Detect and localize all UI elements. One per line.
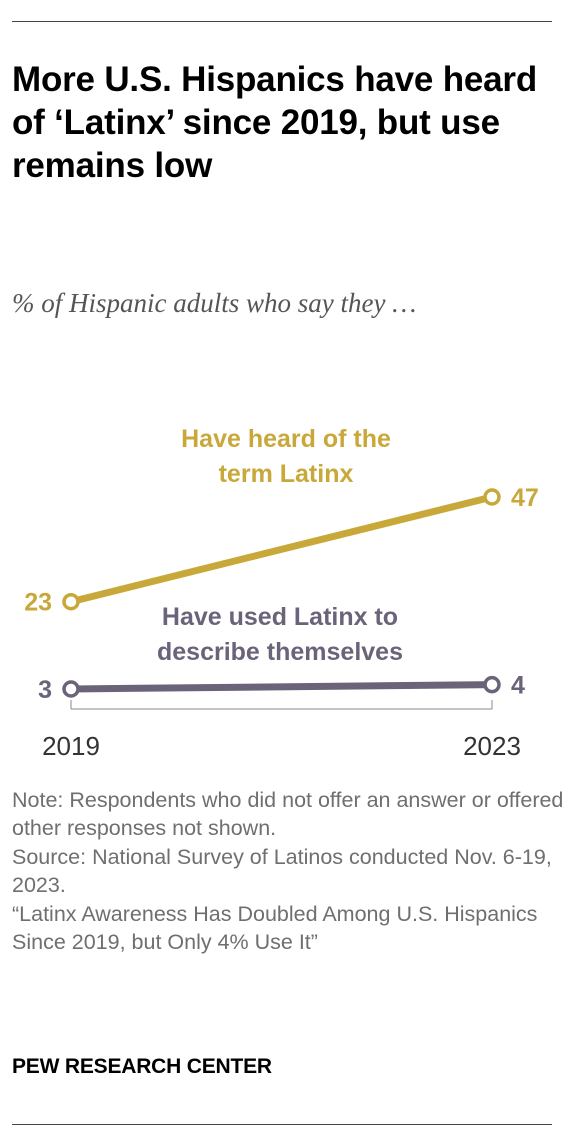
data-point <box>483 675 501 694</box>
note-text: Note: Respondents who did not offer an a… <box>12 788 564 841</box>
line-chart: 2019 2023 23 47 Have heard of the term Latin… <box>24 425 539 761</box>
data-label: 23 <box>24 589 52 617</box>
series-name-label: Have used Latinx to <box>162 603 398 631</box>
x-tick-label: 2023 <box>463 731 521 761</box>
data-point <box>62 680 80 698</box>
series-line <box>70 681 493 693</box>
x-tick-label: 2019 <box>42 731 100 761</box>
data-label: 4 <box>511 672 525 700</box>
series-name-label: Have heard of the <box>181 425 391 453</box>
label-layer: 23 47 Have heard of the term Latinx 3 4 Have u… <box>24 425 539 704</box>
report-title: “Latinx Awareness Has Doubled Among U.S.… <box>12 901 538 955</box>
bottom-divider <box>12 1124 552 1125</box>
chart-title: More U.S. Hispanics have heard of ‘Latin… <box>12 60 538 185</box>
series-line <box>70 493 493 606</box>
series-layer <box>62 488 501 698</box>
series-name-label: describe themselves <box>157 638 403 666</box>
top-divider <box>12 21 552 22</box>
chart-subtitle: % of Hispanic adults who say they … <box>12 288 417 318</box>
data-label: 3 <box>38 676 52 704</box>
source-text: Source: National Survey of Latinos condu… <box>12 844 552 898</box>
data-label: 47 <box>511 484 539 512</box>
data-point <box>62 592 80 611</box>
data-point <box>483 488 501 506</box>
notes-block: Note: Respondents who did not offer an a… <box>12 786 577 956</box>
series-name-label: term Latinx <box>219 460 354 488</box>
organization-name: PEW RESEARCH CENTER <box>12 1055 272 1078</box>
x-axis: 2019 2023 <box>42 700 521 761</box>
